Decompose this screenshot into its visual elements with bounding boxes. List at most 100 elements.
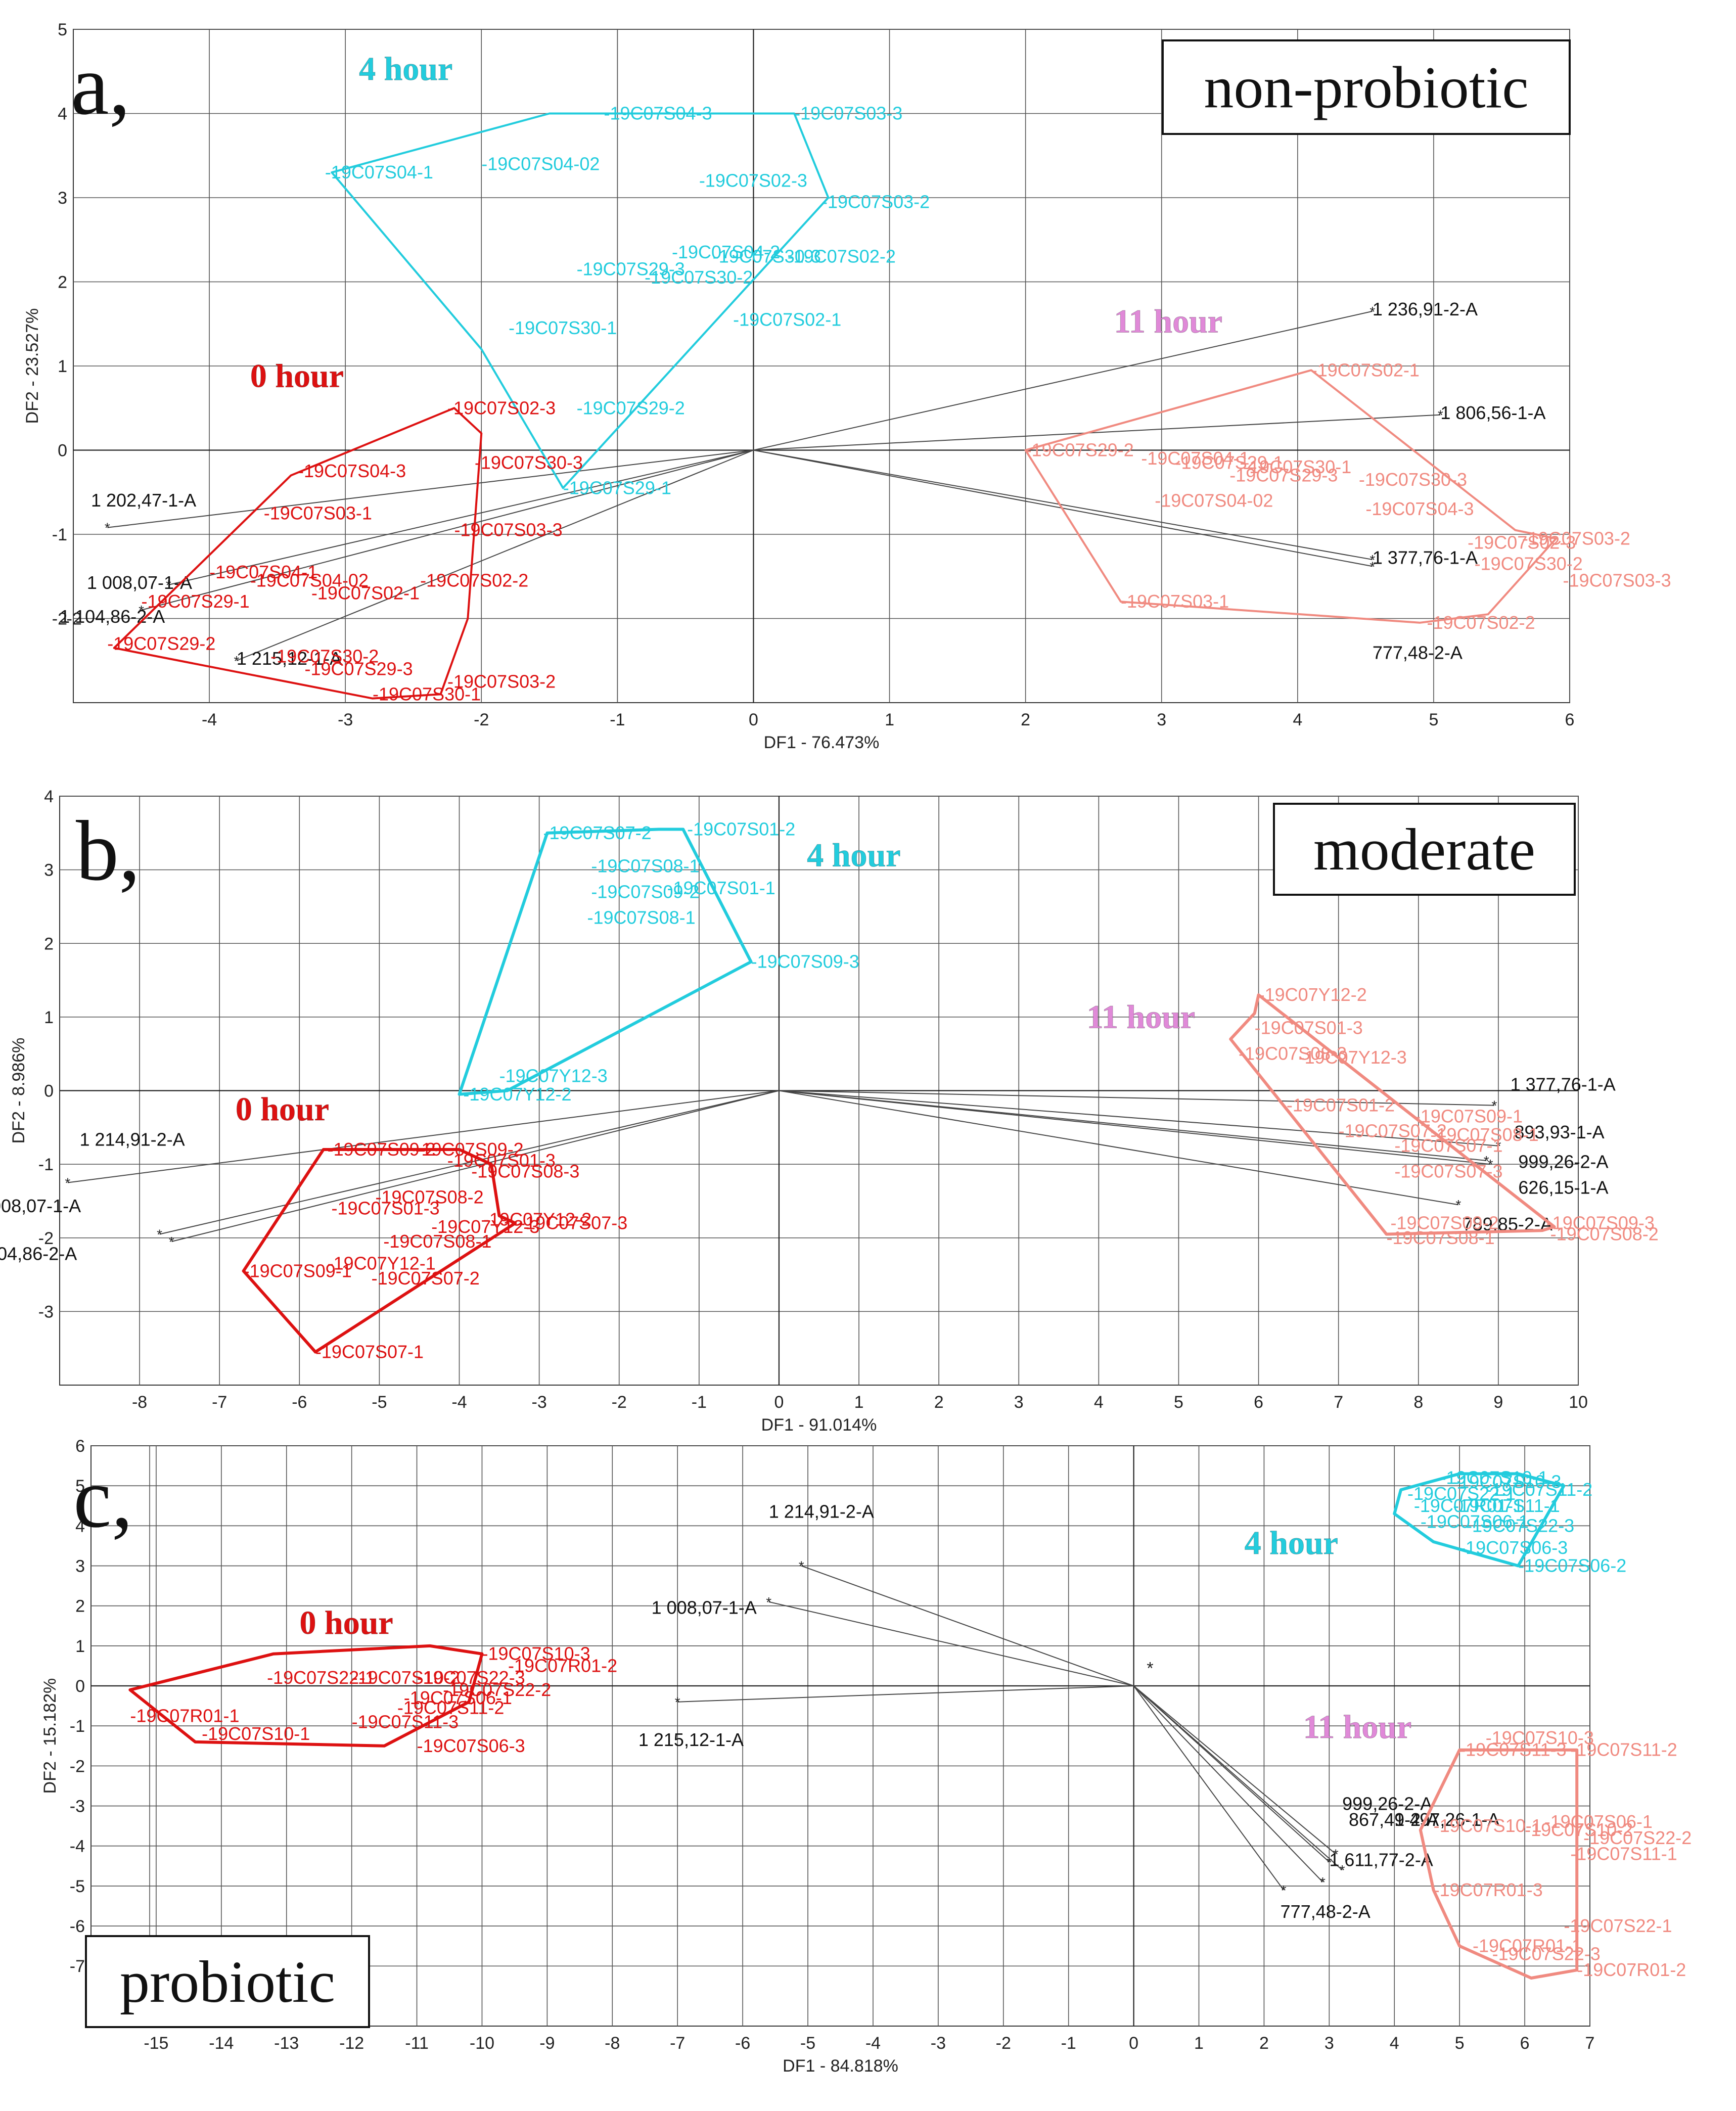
x-axis-label: DF1 - 91.014% [761, 1415, 877, 1435]
group-hull-zero [242, 1148, 517, 1354]
sample-point-label: -19C07Y12-3 [1299, 1047, 1407, 1068]
sample-point-label: -19C07Y12-2 [463, 1084, 571, 1105]
panel-letter: c, [73, 1450, 133, 1545]
y-tick-label: -5 [70, 1877, 85, 1896]
loading-marker: * [234, 653, 239, 669]
group-hull-eleven [1024, 369, 1558, 624]
loading-label: 999,26-2-A [1342, 1793, 1432, 1814]
x-tick-label: 8 [1413, 1393, 1423, 1412]
x-tick-label: -3 [338, 710, 353, 729]
x-tick-label: 3 [1324, 2034, 1334, 2053]
sample-point-label: -19C07S03-3 [1563, 570, 1671, 591]
sample-point-label: -19C07S08-3 [471, 1161, 579, 1182]
x-tick-label: -13 [274, 2034, 299, 2053]
x-tick-label: -1 [610, 710, 625, 729]
sample-point-label: -19C07S09-2 [591, 881, 699, 902]
sample-point-label: -19C07S03-2 [821, 191, 930, 212]
y-tick-label: 6 [75, 1437, 85, 1456]
x-tick-label: 4 [1390, 2034, 1399, 2053]
x-tick-label: 3 [1157, 710, 1166, 729]
sample-point-label: -19C07S09-3 [1546, 1213, 1655, 1233]
sample-point-label: -19C07S04-3 [298, 461, 406, 481]
sample-point-label: -19C07S10-3 [1453, 1471, 1561, 1492]
sample-point-label: -19C07S07-1 [1394, 1135, 1502, 1156]
sample-point-label: -19C07S30-3 [1359, 469, 1467, 490]
sample-point-label: -19C07S08-1 [383, 1231, 491, 1252]
loading-marker: * [105, 520, 110, 536]
group-hull-eleven [1229, 993, 1556, 1236]
x-tick-label: -4 [865, 2034, 881, 2053]
loading-marker: * [799, 1558, 804, 1574]
sample-point-label: -19C07S06-1 [404, 1687, 512, 1708]
sample-point-label: -19C07S01-3 [332, 1198, 440, 1219]
x-tick-label: 0 [774, 1393, 784, 1412]
sample-point-label: -19C07S29-3 [1229, 465, 1338, 485]
sample-point-label: -19C07S02-3 [447, 397, 556, 418]
x-tick-label: 7 [1585, 2034, 1595, 2053]
sample-point-label: -19C07S08-1 [591, 855, 699, 876]
sample-point-label: -19C07R01-3 [1434, 1879, 1543, 1900]
sample-point-label: -19C07S04-02 [250, 570, 369, 591]
sample-point-label: -19C07S02-3 [699, 170, 807, 191]
loading-marker: * [1369, 304, 1375, 319]
sample-point-label: -19C07S10-1 [1434, 1815, 1542, 1836]
loading-label: 1 377,76-1-A [1373, 547, 1478, 568]
x-tick-label: 6 [1520, 2034, 1530, 2053]
panel-b-moderate: -8 -7 -6 -5 -4 -3 -2 -1 0 1 2 3 4 5 6 7 8 9 10 -3 -2 -1 0 1 2 3 4 D… [0, 787, 1659, 1435]
y-tick-label: -7 [70, 1957, 85, 1976]
sample-point-label: -19C07S02-2 [1427, 612, 1535, 633]
sample-point-label: -19C07S02-1 [733, 309, 841, 330]
y-tick-label: 4 [44, 787, 54, 806]
loading-label: 1 202,47-1-A [91, 490, 196, 511]
group-label-eleven: 11 hour [1114, 303, 1223, 340]
sample-point-label: -19C07S10-1 [202, 1723, 310, 1744]
stray-label: -2 [67, 610, 82, 629]
loading-vector [779, 1090, 1498, 1146]
loading-vector [159, 1090, 780, 1235]
sample-point-label: -19C07S01-2 [687, 819, 795, 840]
sample-point-label: -19C07S08-2 [1550, 1223, 1659, 1244]
x-tick-label: 2 [934, 1393, 944, 1412]
loading-marker: * [1484, 1153, 1489, 1169]
loading-marker: * [1327, 1854, 1332, 1870]
y-tick-label: 3 [44, 861, 54, 880]
loading-marker: * [1369, 552, 1375, 568]
x-tick-label: -2 [612, 1393, 627, 1412]
y-tick-label: 3 [75, 1557, 85, 1576]
sample-point-label: -19C07S11-3 [1459, 1739, 1566, 1760]
group-label-zero: 0 hour [300, 1604, 393, 1641]
sample-point-label: -19C07S09-2 [328, 1139, 436, 1160]
x-tick-label: -3 [532, 1393, 547, 1412]
loading-marker: * [1492, 1098, 1497, 1114]
sample-point-label: -19C07S07-1 [315, 1341, 424, 1362]
y-tick-label: -4 [70, 1837, 85, 1856]
loading-marker: * [675, 1694, 680, 1710]
sample-point-label: -19C07S08-3 [1239, 1043, 1347, 1064]
loading-marker: * [1320, 1874, 1326, 1890]
sample-point-label: -19C07S22-2 [1583, 1827, 1692, 1848]
sample-point-label: -19C07S03-2 [1522, 528, 1630, 548]
sample-point-label: -19C07S03-2 [447, 671, 556, 692]
sample-point-label: -19C07R01-1 [1414, 1495, 1523, 1516]
sample-point-label: -19C07S29-3 [577, 259, 685, 280]
x-tick-label: -5 [800, 2034, 815, 2053]
sample-point-label: -19C07S02-2 [420, 570, 528, 591]
x-tick-label: 7 [1334, 1393, 1343, 1412]
x-tick-label: 2 [1259, 2034, 1269, 2053]
plot-frame [90, 1445, 1590, 2027]
sample-point-label: -19C07S22-3 [1466, 1515, 1574, 1536]
sample-point-label: -19C07Y12-3 [431, 1216, 539, 1237]
x-tick-label: -1 [692, 1393, 707, 1412]
x-tick-label: 3 [1014, 1393, 1024, 1412]
sample-point-label: -19C07S10-3 [1486, 1727, 1594, 1748]
sample-point-label: -19C07S30-2 [645, 267, 753, 288]
loading-marker: * [1333, 1847, 1339, 1862]
sample-point-label: -19C07Y12-3 [499, 1065, 608, 1086]
panel-title-box [1162, 39, 1571, 135]
x-tick-label: -14 [209, 2034, 234, 2053]
sample-point-label: -19C07S09-2 [416, 1139, 524, 1160]
loading-label: 1 806,56-1-A [1440, 402, 1545, 423]
x-tick-label: -9 [539, 2034, 555, 2053]
loading-vector [779, 1090, 1487, 1161]
sample-point-label: -19C07R01-1 [1473, 1936, 1582, 1956]
